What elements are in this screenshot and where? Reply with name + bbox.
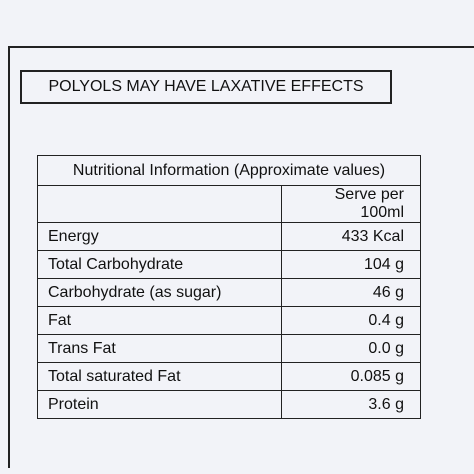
nutrient-name: Fat <box>37 306 282 335</box>
nutrient-name: Total saturated Fat <box>37 362 282 391</box>
nutrient-name: Protein <box>37 390 282 419</box>
nutrient-value: 46 g <box>281 278 421 307</box>
nutrient-value: 0.4 g <box>281 306 421 335</box>
table-row: Protein 3.6 g <box>37 390 421 419</box>
empty-cell <box>37 185 282 223</box>
outer-frame <box>8 46 474 468</box>
nutrient-name: Carbohydrate (as sugar) <box>37 278 282 307</box>
nutrient-value: 3.6 g <box>281 390 421 419</box>
nutrient-name: Trans Fat <box>37 334 282 363</box>
nutrient-value: 0.085 g <box>281 362 421 391</box>
table-body: Nutritional Information (Approximate val… <box>37 155 421 419</box>
title-row: Nutritional Information (Approximate val… <box>37 155 421 186</box>
table-row: Total saturated Fat 0.085 g <box>37 362 421 391</box>
table-row: Total Carbohydrate 104 g <box>37 250 421 279</box>
nutrient-name: Energy <box>37 222 282 251</box>
table-title: Nutritional Information (Approximate val… <box>37 155 421 186</box>
table-row: Trans Fat 0.0 g <box>37 334 421 363</box>
header-row: Serve per 100ml <box>37 185 421 223</box>
nutrition-table: Nutritional Information (Approximate val… <box>37 155 421 419</box>
table-row: Carbohydrate (as sugar) 46 g <box>37 278 421 307</box>
column-header: Serve per 100ml <box>281 185 421 223</box>
table-row: Energy 433 Kcal <box>37 222 421 251</box>
nutrient-value: 0.0 g <box>281 334 421 363</box>
nutrient-name: Total Carbohydrate <box>37 250 282 279</box>
table-row: Fat 0.4 g <box>37 306 421 335</box>
nutrient-value: 104 g <box>281 250 421 279</box>
warning-box: POLYOLS MAY HAVE LAXATIVE EFFECTS <box>20 70 392 104</box>
nutrient-value: 433 Kcal <box>281 222 421 251</box>
